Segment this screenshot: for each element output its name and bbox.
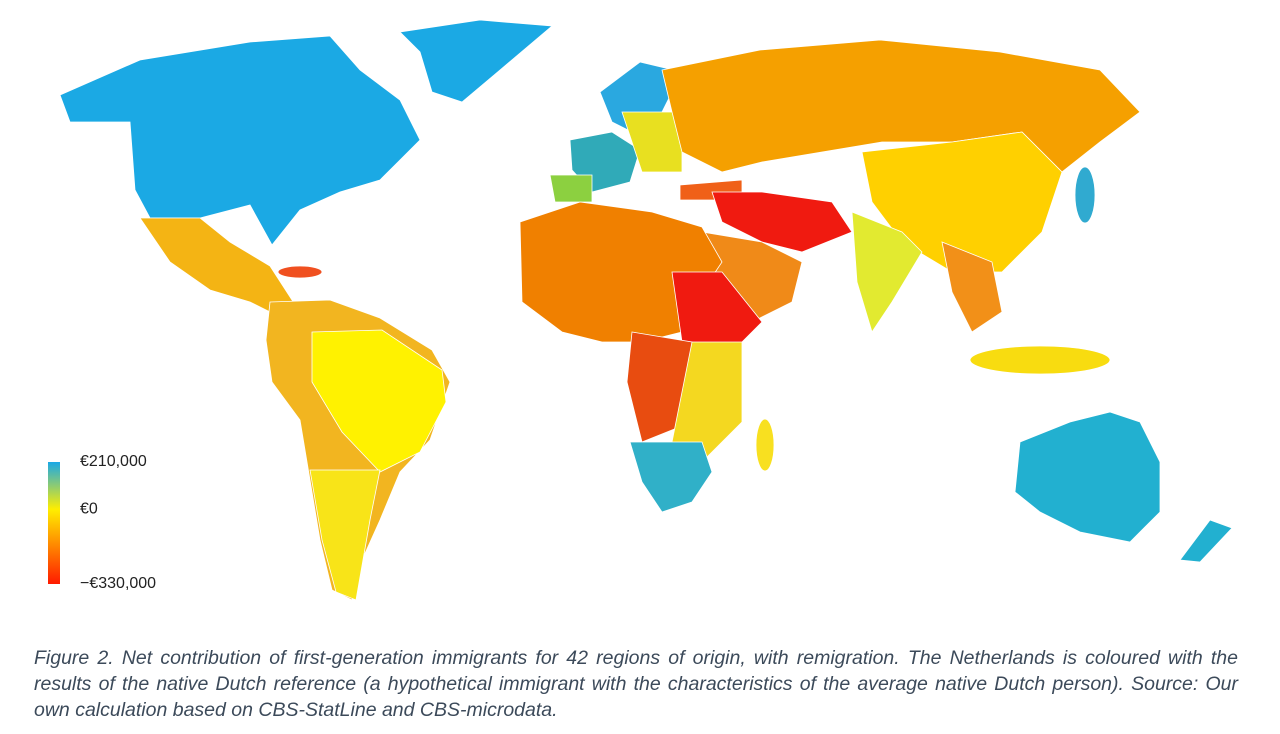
new-zealand xyxy=(1179,519,1233,563)
east-africa xyxy=(671,341,743,463)
china xyxy=(861,131,1063,273)
japan xyxy=(1074,166,1096,224)
southern-africa xyxy=(629,441,713,513)
north-america xyxy=(59,35,421,246)
australia xyxy=(1014,411,1161,543)
india xyxy=(851,211,923,333)
legend-label: €0 xyxy=(80,501,98,518)
indonesia xyxy=(969,345,1111,375)
eastern-europe xyxy=(621,111,683,173)
color-bar xyxy=(48,462,60,584)
caribbean xyxy=(277,265,323,279)
central-africa xyxy=(626,331,693,443)
iberia xyxy=(549,174,593,203)
legend: €210,000 €0 −€330,000 xyxy=(48,453,156,592)
southeast-asia xyxy=(941,241,1003,333)
greenland xyxy=(399,19,553,103)
countries xyxy=(59,19,1233,601)
madagascar xyxy=(755,418,775,472)
legend-label: €210,000 xyxy=(80,453,147,470)
southern-cone xyxy=(309,469,381,601)
legend-label: −€330,000 xyxy=(80,575,156,592)
brazil xyxy=(311,329,447,473)
iran-afghanistan xyxy=(711,191,853,253)
world-map: €210,000 €0 −€330,000 xyxy=(48,19,1233,601)
caption: Figure 2. Net contribution of first-gene… xyxy=(34,647,1238,721)
